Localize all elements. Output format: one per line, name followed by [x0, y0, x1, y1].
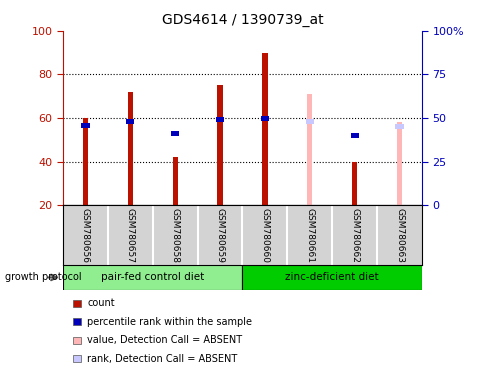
Bar — [351, 162, 357, 205]
Text: GSM780656: GSM780656 — [81, 209, 90, 263]
Text: zinc-deficient diet: zinc-deficient diet — [285, 272, 378, 283]
Bar — [83, 118, 88, 205]
Text: rank, Detection Call = ABSENT: rank, Detection Call = ABSENT — [87, 354, 237, 364]
Text: count: count — [87, 298, 115, 308]
Bar — [394, 124, 403, 129]
Text: pair-fed control diet: pair-fed control diet — [101, 272, 204, 283]
Bar — [242, 265, 421, 290]
Text: GSM780663: GSM780663 — [394, 209, 403, 263]
Bar — [63, 265, 242, 290]
Bar — [127, 92, 133, 205]
Bar — [171, 131, 179, 136]
Bar — [81, 122, 90, 127]
Bar — [172, 157, 178, 205]
Bar — [262, 53, 267, 205]
Text: percentile rank within the sample: percentile rank within the sample — [87, 317, 252, 327]
Text: GSM780662: GSM780662 — [349, 209, 359, 263]
Bar — [305, 119, 313, 124]
Bar — [350, 133, 358, 138]
Text: value, Detection Call = ABSENT: value, Detection Call = ABSENT — [87, 335, 242, 345]
Bar — [306, 94, 312, 205]
Text: GSM780659: GSM780659 — [215, 209, 224, 263]
Text: GSM780661: GSM780661 — [304, 209, 314, 263]
Text: growth protocol: growth protocol — [5, 272, 81, 283]
Bar — [217, 85, 222, 205]
Text: GSM780658: GSM780658 — [170, 209, 180, 263]
Bar — [396, 122, 401, 205]
Bar — [215, 118, 224, 122]
Text: GSM780657: GSM780657 — [125, 209, 135, 263]
Bar — [126, 119, 134, 124]
Title: GDS4614 / 1390739_at: GDS4614 / 1390739_at — [161, 13, 323, 27]
Bar — [260, 116, 269, 121]
Text: GSM780660: GSM780660 — [260, 209, 269, 263]
